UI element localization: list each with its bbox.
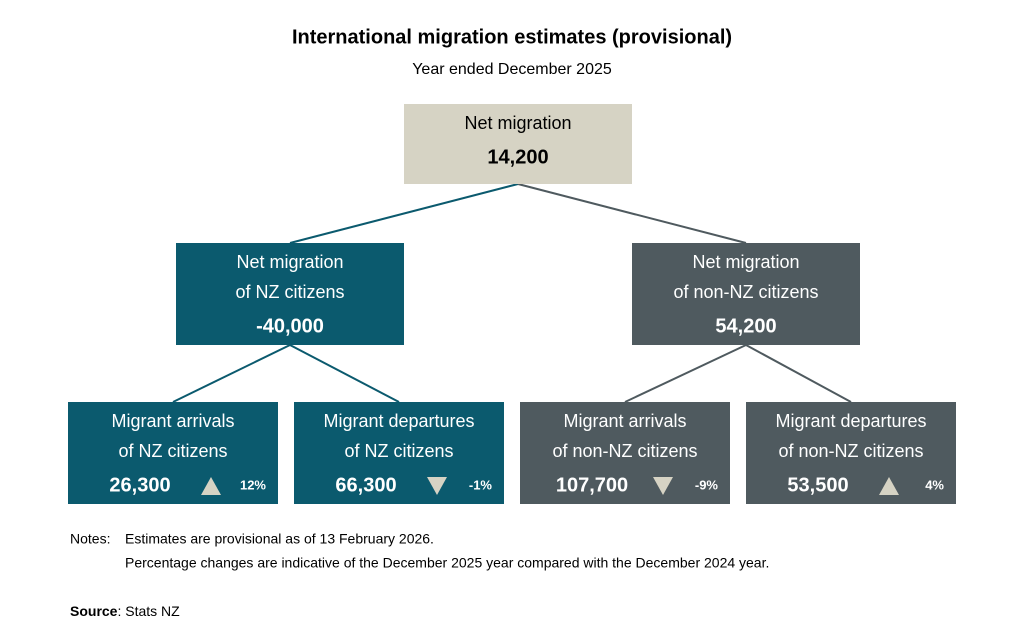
node-box — [746, 402, 956, 504]
node-change: 4% — [925, 477, 944, 492]
change-arrow — [879, 477, 899, 495]
change-arrow — [653, 477, 673, 495]
subtitle: Year ended December 2025 — [412, 61, 612, 78]
connector — [745, 344, 852, 403]
connector — [517, 183, 747, 244]
change-arrow — [427, 477, 447, 495]
node-label: Migrant arrivals — [111, 411, 234, 431]
source: Source: Stats NZ — [70, 603, 180, 619]
node-label: of NZ citizens — [344, 441, 453, 461]
node-box — [632, 243, 860, 345]
note-line: Percentage changes are indicative of the… — [125, 555, 769, 571]
node-value: 54,200 — [715, 315, 776, 337]
node-label: of NZ citizens — [235, 282, 344, 302]
title: International migration estimates (provi… — [292, 26, 732, 48]
notes-label: Notes: — [70, 531, 110, 547]
node-label: of NZ citizens — [118, 441, 227, 461]
node-box — [294, 402, 504, 504]
node-box — [176, 243, 404, 345]
node-label: Migrant departures — [323, 411, 474, 431]
node-box — [68, 402, 278, 504]
node-label: of non-NZ citizens — [778, 441, 923, 461]
node-change: 12% — [240, 477, 266, 492]
source-text: : Stats NZ — [117, 603, 180, 619]
node-value: 53,500 — [787, 474, 848, 496]
node-label: Migrant arrivals — [563, 411, 686, 431]
source-label: Source — [70, 603, 118, 619]
connector — [289, 183, 519, 244]
node-value: -40,000 — [256, 315, 324, 337]
note-line: Estimates are provisional as of 13 Febru… — [125, 531, 434, 547]
node-change: -1% — [469, 477, 493, 492]
node-label: Net migration — [236, 252, 343, 272]
connector — [624, 344, 747, 403]
change-arrow — [201, 477, 221, 495]
node-label: of non-NZ citizens — [673, 282, 818, 302]
connector — [289, 344, 400, 403]
node-value: 66,300 — [335, 474, 396, 496]
node-box — [520, 402, 730, 504]
node-label: Net migration — [464, 113, 571, 133]
node-value: 14,200 — [487, 146, 548, 168]
node-label: of non-NZ citizens — [552, 441, 697, 461]
node-value: 26,300 — [109, 474, 170, 496]
node-label: Net migration — [692, 252, 799, 272]
connectors — [172, 183, 852, 403]
node-value: 107,700 — [556, 474, 628, 496]
connector — [172, 344, 291, 403]
node-box — [404, 104, 632, 184]
node-change: -9% — [695, 477, 719, 492]
node-label: Migrant departures — [775, 411, 926, 431]
